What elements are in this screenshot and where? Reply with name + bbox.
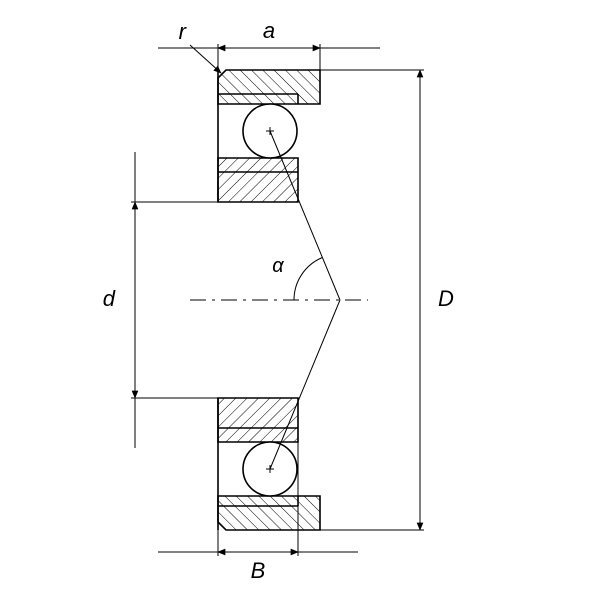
outer-ring — [218, 496, 320, 530]
label-alpha: α — [272, 255, 284, 277]
dim-r-leader — [190, 45, 221, 73]
label-r: r — [179, 19, 188, 44]
label-B: B — [251, 558, 266, 583]
label-D: D — [438, 286, 454, 311]
outer-ring — [218, 70, 320, 104]
alpha-arc — [294, 258, 322, 300]
label-d: d — [103, 286, 116, 311]
inner-ring — [218, 398, 298, 442]
contact-line-bot — [270, 300, 340, 469]
label-a: a — [263, 18, 275, 43]
inner-ring — [218, 158, 298, 202]
